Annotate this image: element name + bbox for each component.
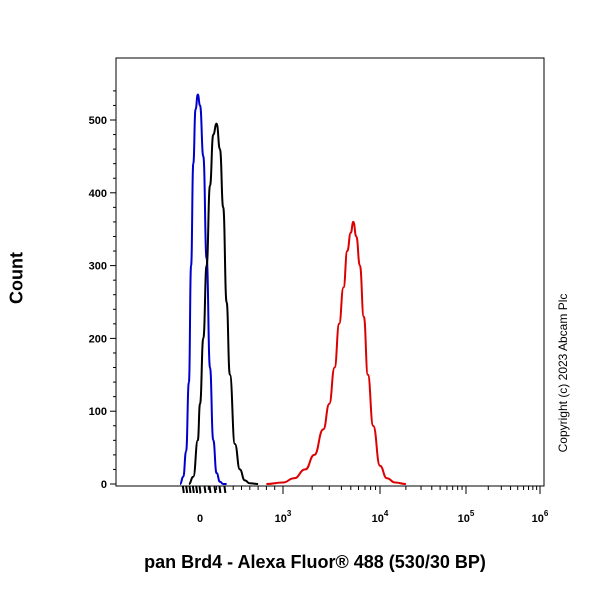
y-tick-label: 400 xyxy=(89,188,107,200)
y-tick-label: 300 xyxy=(89,261,107,273)
y-tick-label: 500 xyxy=(89,115,107,127)
histogram-series-1 xyxy=(179,93,227,485)
series-layer xyxy=(179,93,406,485)
y-axis-title: Count xyxy=(6,252,27,304)
x-dense-tick xyxy=(198,485,202,494)
x-dense-tick xyxy=(195,485,199,494)
x-dense-tick xyxy=(223,485,227,494)
x-dense-tick xyxy=(191,485,195,494)
x-dense-tick xyxy=(188,485,192,494)
y-tick-label: 0 xyxy=(101,479,107,491)
x-tick-label: 106 xyxy=(532,509,549,525)
x-tick-label: 0 xyxy=(197,513,203,525)
copyright-box: Copyright (c) 2023 Abcam Plc xyxy=(548,248,578,498)
histogram-series-2 xyxy=(188,122,259,485)
x-tick-label: 103 xyxy=(275,509,292,525)
x-dense-tick xyxy=(218,485,222,494)
x-tick-label: 105 xyxy=(458,509,475,525)
y-tick-label: 100 xyxy=(89,406,107,418)
x-axis-title: pan Brd4 - Alexa Fluor® 488 (530/30 BP) xyxy=(144,552,486,572)
y-tick-label: 200 xyxy=(89,333,107,345)
x-dense-tick xyxy=(181,485,185,494)
copyright-text: Copyright (c) 2023 Abcam Plc xyxy=(556,293,570,453)
y-axis-label-box: Count xyxy=(2,238,32,318)
x-tick-label: 104 xyxy=(372,509,389,525)
x-dense-tick xyxy=(185,485,189,494)
histogram-series-3 xyxy=(266,220,406,485)
x-dense-tick xyxy=(213,485,217,494)
x-dense-tick xyxy=(203,485,207,494)
y-axis: 0 100 200 300 400 500 xyxy=(89,90,116,491)
x-axis: 0 103 104 105 106 xyxy=(181,485,549,525)
plot-frame xyxy=(115,57,545,487)
x-dense-tick xyxy=(208,485,212,494)
